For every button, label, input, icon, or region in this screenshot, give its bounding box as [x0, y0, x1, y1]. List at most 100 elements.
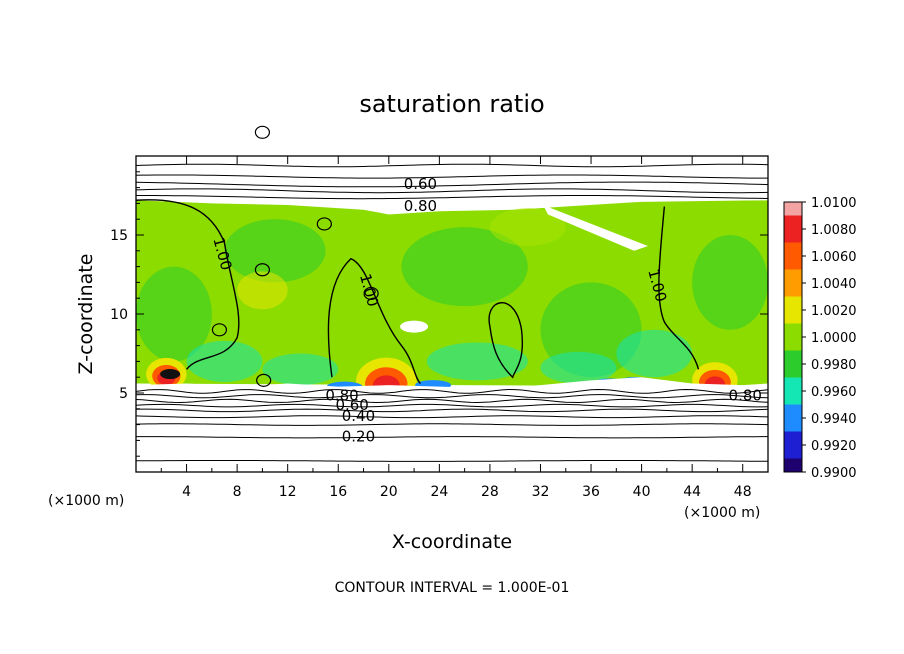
y-tick-label: 15 [110, 228, 128, 244]
colorbar-label: 0.9940 [811, 412, 857, 427]
contour-labels: 0.600.801.001.00 1.000.800.600.400.200.80 [209, 175, 762, 446]
contour-loop [363, 286, 379, 301]
x-tick-label: 28 [481, 484, 499, 500]
colorbar-swatch [784, 229, 802, 243]
y-axis-label: Z-coordinate [75, 254, 97, 375]
field-patch [262, 353, 339, 386]
dry-streak [543, 204, 648, 251]
colorbar-label: 1.0100 [811, 196, 857, 211]
x-tick-label: 44 [683, 484, 701, 500]
dry-lower-layer [136, 377, 768, 472]
contour-line [135, 415, 769, 419]
colorbar-swatch [784, 431, 802, 445]
contour-line [135, 408, 769, 413]
contour-line [135, 394, 769, 399]
colorbar-swatch [784, 458, 802, 472]
field-patch [237, 271, 288, 310]
x-tick-label: 8 [233, 484, 242, 500]
contour-loop [211, 323, 228, 337]
y-tick-label: 5 [119, 386, 128, 402]
x-tick-label: 36 [582, 484, 600, 500]
colorbar-swatch [784, 202, 802, 216]
colorbar-swatch [784, 350, 802, 364]
colorbar-swatch [784, 310, 802, 324]
field-patch [401, 227, 528, 307]
colorbar-swatch [784, 296, 802, 310]
contour-loop [256, 373, 272, 387]
colorbar-label: 1.0080 [811, 223, 857, 238]
x-tick-label: 12 [279, 484, 297, 500]
chart-title: saturation ratio [359, 90, 544, 118]
contour-line-1.00 [135, 199, 240, 370]
field-patch [136, 266, 212, 362]
contour-label: 0.80 [404, 197, 437, 215]
colorbar-swatch [784, 377, 802, 391]
x-tick-label: 16 [329, 484, 347, 500]
field-patch [616, 329, 693, 378]
contour-line-1.00 [658, 206, 700, 370]
contour-line [136, 460, 769, 462]
contour-loop [254, 263, 270, 277]
saturation-field [136, 156, 768, 472]
colorbar-label: 1.0040 [811, 277, 857, 292]
dry-upper-layer [136, 156, 768, 201]
colorbar-label: 0.9980 [811, 358, 857, 373]
contour-line [135, 163, 769, 168]
colorbar-swatch [784, 337, 802, 351]
contour-label: 0.20 [342, 428, 375, 446]
field-patch [224, 219, 326, 283]
field-patch [426, 342, 528, 381]
field-patch [489, 208, 566, 247]
colorbar-swatch [784, 364, 802, 378]
colorbar-label: 0.9920 [811, 439, 857, 454]
contour-label: 0.40 [342, 407, 375, 425]
x-axis-unit: (×1000 m) [684, 505, 760, 521]
colorbar-swatch [784, 283, 802, 297]
contour-loop [316, 217, 332, 231]
x-tick-label: 20 [380, 484, 398, 500]
contour-line [135, 423, 769, 426]
colorbar-swatch [784, 269, 802, 283]
contour-line-1.00 [327, 257, 421, 385]
field-patch [692, 235, 768, 330]
x-tick-label: 24 [430, 484, 448, 500]
contour-line [135, 398, 769, 404]
contour-loop [254, 125, 270, 139]
contour-line [136, 436, 768, 439]
field-patch [540, 351, 617, 384]
colorbar-swatch [784, 418, 802, 432]
colorbar-label: 0.9900 [811, 466, 857, 481]
y-axis-unit: (×1000 m) [48, 493, 124, 509]
contour-label: 0.60 [335, 396, 368, 414]
colorbar-swatch [784, 256, 802, 270]
contour-line [135, 181, 769, 188]
y-tick-label: 10 [110, 307, 128, 323]
x-tick-label: 32 [532, 484, 550, 500]
contour-line [135, 174, 768, 179]
x-axis-label: X-coordinate [392, 531, 512, 553]
contour-line-1.00 [488, 302, 524, 379]
x-tick-label: 40 [633, 484, 651, 500]
colorbar-swatch [784, 404, 802, 418]
colorbar: 1.0100 1.0080 1.0060 1.0040 1.0020 1.0000 0.99… [783, 196, 857, 481]
colorbar-swatch [784, 323, 802, 337]
contour-line [136, 195, 769, 200]
contour-line [135, 388, 769, 394]
colorbar-swatch [784, 391, 802, 405]
contour-line [135, 403, 769, 408]
colorbar-swatch [784, 242, 802, 256]
colorbar-label: 0.9960 [811, 385, 857, 400]
x-axis-ticks: 4 8 12 16 20 24 28 32 36 40 44 48 [160, 156, 752, 500]
colorbar-swatch [784, 445, 802, 459]
plot-area: 0.600.801.001.00 1.000.800.600.400.200.80… [110, 125, 769, 500]
colorbar-label: 1.0060 [811, 250, 857, 265]
contour-label: 0.80 [325, 387, 358, 405]
contour-label: 0.60 [404, 175, 437, 193]
contour-interval-note: CONTOUR INTERVAL = 1.000E-01 [335, 580, 570, 596]
contour-lines [135, 125, 769, 462]
contour-label: 0.80 [729, 387, 762, 405]
x-tick-label: 4 [182, 484, 191, 500]
x-tick-label: 48 [734, 484, 752, 500]
field-patch [186, 340, 263, 382]
